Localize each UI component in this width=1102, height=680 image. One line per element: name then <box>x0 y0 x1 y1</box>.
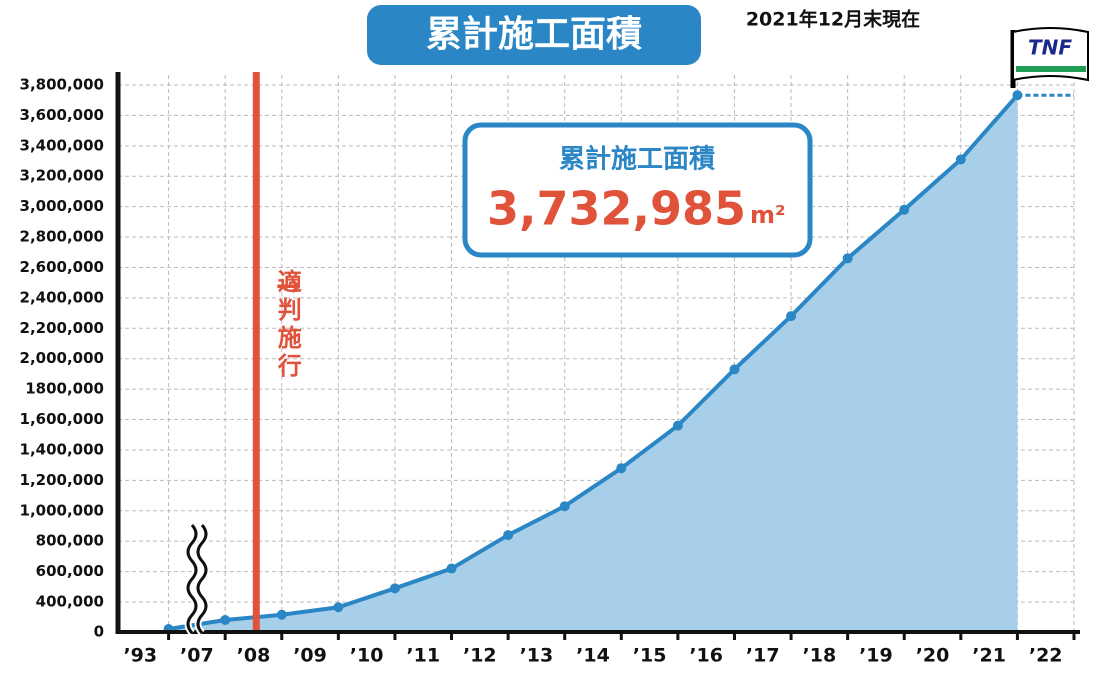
point <box>899 204 910 215</box>
chart-subtitle: 2021年12月末現在 <box>746 8 920 31</box>
callout-title: 累計施工面積 <box>559 144 715 175</box>
y-tick-label: 2,800,000 <box>20 228 104 246</box>
point <box>559 501 570 512</box>
point <box>503 530 514 541</box>
y-tick-label: 3,600,000 <box>20 106 104 124</box>
x-tick-label: ’08 <box>237 645 271 667</box>
callout-value: 3,732,985 <box>487 182 746 236</box>
y-tick-label: 3,000,000 <box>20 197 104 215</box>
y-tick-label: 3,800,000 <box>20 76 104 94</box>
point <box>955 154 966 165</box>
title-box <box>367 5 701 65</box>
x-tick-label: ’93 <box>123 645 157 667</box>
x-tick-label: ’16 <box>689 645 723 667</box>
area <box>168 95 1018 632</box>
callout-box <box>462 122 813 258</box>
logo: TNF <box>1010 27 1089 88</box>
point <box>276 609 287 620</box>
x-tick-label: ’12 <box>463 645 497 667</box>
x-tick-label: ’19 <box>859 645 893 667</box>
y-tick-label: 400,000 <box>36 593 104 611</box>
y-tick-label: 600,000 <box>36 562 104 580</box>
point <box>786 311 797 322</box>
y-tick-label: 800,000 <box>36 532 104 550</box>
y-tick-label: 1,400,000 <box>20 440 104 458</box>
y-tick-label: 0 <box>94 623 104 641</box>
chart-title: 累計施工面積 <box>426 14 642 55</box>
axis-break <box>196 524 208 634</box>
y-tick-label: 2,000,000 <box>20 349 104 367</box>
x-tick-label: ’13 <box>520 645 554 667</box>
y-tick-label: 1,000,000 <box>20 501 104 519</box>
logo-text: TNF <box>1028 36 1072 60</box>
x-tick-label: ’21 <box>972 645 1006 667</box>
x-tick-label: ’17 <box>746 645 780 667</box>
axis-break <box>186 524 198 634</box>
x-tick-label: ’22 <box>1029 645 1063 667</box>
y-tick-label: 3,200,000 <box>20 167 104 185</box>
point <box>842 253 853 264</box>
marker-arrow: → <box>276 269 301 304</box>
plot: 0 400,000 600,000 800,000 1,000,000 1,200,000… <box>20 72 1080 667</box>
x-tick-label: ’10 <box>350 645 384 667</box>
y-tick-label: 1,600,000 <box>20 410 104 428</box>
point <box>616 463 627 474</box>
flag-stripe <box>1016 66 1086 72</box>
line <box>168 93 1019 631</box>
x-tick-label: ’15 <box>633 645 667 667</box>
callout-unit: m² <box>750 201 786 229</box>
point <box>446 563 457 574</box>
y-tick-label: 2,200,000 <box>20 319 104 337</box>
point <box>220 615 231 625</box>
x-tick-label: ’14 <box>576 645 610 667</box>
x-tick-label: ’20 <box>916 645 950 667</box>
point <box>672 420 683 431</box>
y-tick-label: 1800,000 <box>25 380 104 398</box>
point <box>389 583 400 594</box>
x-tick-label: ’18 <box>803 645 837 667</box>
y-tick-label: 3,400,000 <box>20 136 104 154</box>
y-tick-label: 2,600,000 <box>20 258 104 276</box>
marker-label: 適判施行 <box>273 268 302 381</box>
x-tick-label: ’07 <box>180 645 214 667</box>
point <box>333 602 344 613</box>
x-tick-label: ’11 <box>406 645 440 667</box>
point <box>729 364 740 375</box>
x-tick-label: ’09 <box>293 645 327 667</box>
y-tick-label: 2,400,000 <box>20 288 104 306</box>
y-tick-label: 1,200,000 <box>20 471 104 489</box>
